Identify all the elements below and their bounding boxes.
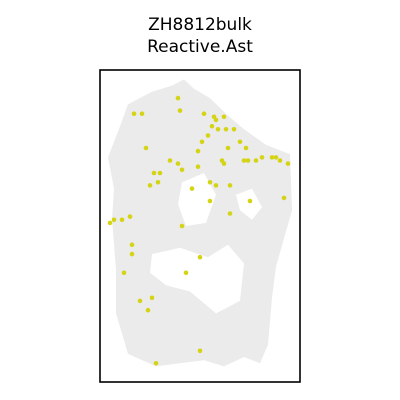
data-point (243, 145, 249, 151)
data-point (259, 155, 265, 160)
data-point (227, 183, 233, 188)
data-point (223, 127, 229, 132)
data-point (167, 158, 173, 163)
data-point (175, 95, 181, 101)
data-point (207, 198, 213, 204)
data-point (119, 217, 125, 223)
data-point (209, 123, 215, 129)
data-point (285, 161, 291, 166)
data-point (281, 195, 287, 201)
chart-subtitle: Reactive.Ast (147, 37, 253, 57)
data-point (157, 170, 163, 176)
data-point (253, 158, 259, 163)
data-point (175, 161, 181, 166)
data-point (277, 158, 283, 163)
data-point (139, 111, 145, 116)
chart-title: ZH8812bulk (148, 15, 252, 35)
data-point (129, 242, 135, 247)
data-point (199, 139, 205, 145)
data-point (213, 183, 219, 188)
plot-frame (99, 69, 301, 383)
data-point (147, 183, 153, 188)
data-point (183, 270, 189, 276)
tissue-region (108, 79, 292, 367)
data-point (225, 145, 231, 151)
data-point (201, 111, 207, 116)
data-point (237, 139, 243, 145)
data-point (137, 298, 143, 304)
data-point (197, 254, 203, 260)
data-point (195, 164, 201, 169)
data-point (121, 270, 127, 276)
data-point (205, 133, 211, 138)
data-point (245, 158, 251, 163)
data-point (151, 170, 157, 176)
data-point (179, 167, 185, 173)
data-point (145, 307, 151, 313)
data-point (153, 361, 159, 366)
data-point (195, 148, 201, 154)
data-point (179, 223, 185, 229)
data-point (111, 217, 117, 223)
data-point (227, 211, 233, 216)
data-point (221, 161, 227, 166)
data-point (177, 108, 183, 113)
data-point (107, 220, 113, 226)
data-point (247, 198, 253, 204)
data-point (207, 180, 213, 185)
data-point (231, 127, 237, 132)
data-point (241, 158, 247, 163)
data-point (273, 155, 279, 160)
data-point (189, 186, 195, 191)
data-point (213, 117, 219, 123)
data-point (129, 251, 135, 257)
data-point (143, 145, 149, 151)
data-point (215, 127, 221, 132)
data-point (149, 295, 155, 301)
data-point (131, 111, 137, 116)
data-point (197, 348, 203, 354)
data-point (127, 214, 133, 219)
data-point (221, 114, 227, 120)
data-point (269, 155, 275, 160)
data-point (155, 180, 161, 185)
